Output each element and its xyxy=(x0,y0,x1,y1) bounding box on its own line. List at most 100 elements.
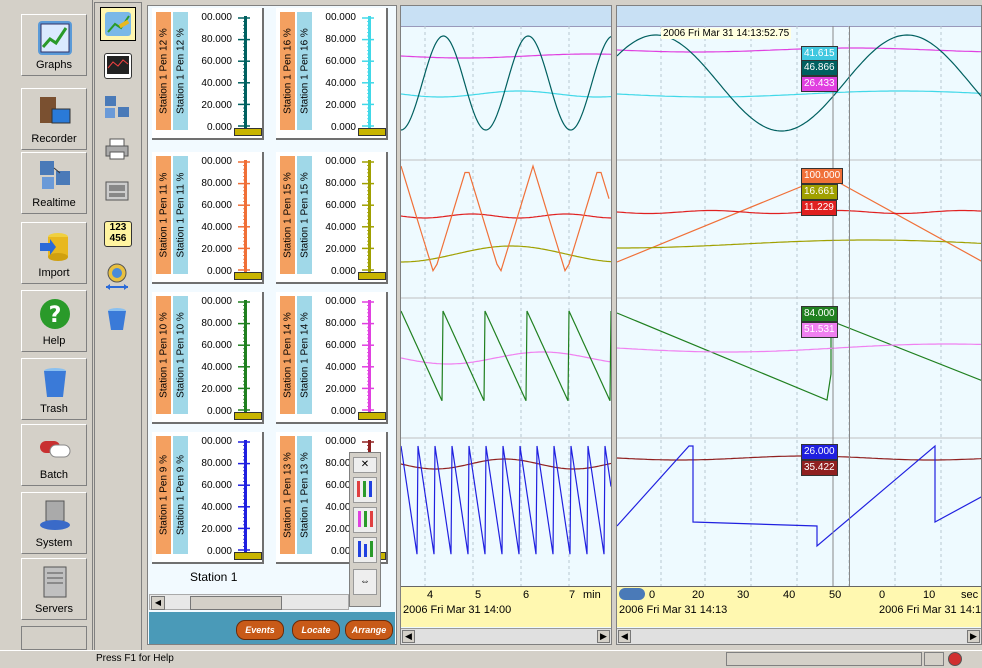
series-line-pen-11-triangle xyxy=(401,163,610,273)
nav-batch-button[interactable]: Batch xyxy=(21,424,87,486)
meter-scale-value: 60.000 xyxy=(201,56,232,67)
graph-horizontal-scrollbar-seconds[interactable]: ◀ ▶ xyxy=(617,628,981,644)
nav-system-button[interactable]: System xyxy=(21,492,87,554)
graph-plot-area-seconds[interactable] xyxy=(617,26,982,586)
meter-slider-icon[interactable] xyxy=(234,272,262,280)
meter-slider-icon[interactable] xyxy=(234,412,262,420)
main-navigation: Graphs Recorder Realtime Import ? Help T… xyxy=(0,0,93,652)
meter-slider-icon[interactable] xyxy=(358,412,386,420)
trash-icon xyxy=(38,365,72,399)
meter-scale-value: 40.000 xyxy=(325,78,356,89)
scroll-right-arrow-icon[interactable]: ▶ xyxy=(597,630,610,643)
globe-tool-icon xyxy=(104,263,130,290)
graph-panel-minutes[interactable]: 4 5 6 7 min 2006 Fri Mar 31 14:00 ◀ ▶ xyxy=(400,5,612,645)
meter-scale-value: 80.000 xyxy=(201,34,232,45)
close-icon[interactable]: ✕ xyxy=(353,457,377,473)
meter-widget[interactable]: Station 1 Pen 12 % Station 1 Pen 12 % 00.0… xyxy=(152,8,264,140)
meter-slider-icon[interactable] xyxy=(234,552,262,560)
time-date-label: 2006 Fri Mar 31 14:13 xyxy=(619,604,728,616)
network-tool-button[interactable] xyxy=(100,91,136,125)
layout-stacked-icon[interactable] xyxy=(353,537,377,563)
meter-scale-value: 20.000 xyxy=(201,524,232,535)
keyboard-tool-button[interactable] xyxy=(100,175,136,209)
meter-bar xyxy=(244,16,247,128)
layout-grid-icon[interactable] xyxy=(353,477,377,503)
series-line-pen-13 xyxy=(617,455,981,461)
meter-scale-value: 40.000 xyxy=(201,502,232,513)
meter-slider-icon[interactable] xyxy=(358,128,386,136)
graph-panel-seconds[interactable]: 2006 Fri Mar 31 14:13:52.75 0 20 30 40 5… xyxy=(616,5,982,645)
nav-graphs-button[interactable]: Graphs xyxy=(21,14,87,76)
zoom-icon[interactable] xyxy=(619,588,645,600)
time-date-label: 2006 Fri Mar 31 14:1 xyxy=(879,604,982,616)
nav-recorder-label: Recorder xyxy=(31,133,77,145)
meter-scale-value: 00.000 xyxy=(201,12,232,23)
scroll-left-arrow-icon[interactable]: ◀ xyxy=(402,630,415,643)
expand-icon[interactable]: ⇔ xyxy=(353,569,377,595)
meter-bar xyxy=(368,16,371,128)
meter-scale-value: 40.000 xyxy=(325,222,356,233)
meter-widget[interactable]: Station 1 Pen 10 % Station 1 Pen 10 % 00.0… xyxy=(152,292,264,424)
numeric-tool-button[interactable]: 123 456 xyxy=(100,217,136,251)
meter-bar xyxy=(244,160,247,272)
nav-trash-label: Trash xyxy=(40,403,68,415)
trash-tool-button[interactable] xyxy=(100,303,136,337)
graph-horizontal-scrollbar-minutes[interactable]: ◀ ▶ xyxy=(401,628,611,644)
meter-slider-icon[interactable] xyxy=(234,128,262,136)
meter-scale-value: 60.000 xyxy=(325,480,356,491)
status-pane xyxy=(924,652,944,666)
meter-strip: Station 1 Pen 10 % xyxy=(156,296,171,414)
batch-icon xyxy=(38,431,72,465)
cursor-value-label: 100.000 xyxy=(801,168,844,184)
nav-servers-button[interactable]: Servers xyxy=(21,558,87,620)
scroll-left-arrow-icon[interactable]: ◀ xyxy=(618,630,631,643)
scroll-thumb[interactable] xyxy=(190,596,282,610)
locate-button[interactable]: Locate xyxy=(292,620,340,640)
globe-tool-button[interactable] xyxy=(100,259,136,293)
nav-realtime-button[interactable]: Realtime xyxy=(21,152,87,214)
series-line-pen-15 xyxy=(401,245,611,263)
nav-trash-button[interactable]: Trash xyxy=(21,358,87,420)
meter-widget[interactable]: Station 1 Pen 15 % Station 1 Pen 15 % 00.0… xyxy=(276,152,388,284)
meter-scale-value: 0.000 xyxy=(330,122,356,133)
meter-scale-value: 0.000 xyxy=(206,406,232,417)
nav-help-button[interactable]: ? Help xyxy=(21,290,87,352)
series-line-pen-12 xyxy=(401,35,611,131)
meter-tool-button[interactable] xyxy=(100,7,136,41)
meter-strip: Station 1 Pen 13 % xyxy=(280,436,295,554)
nav-servers-label: Servers xyxy=(35,603,73,615)
print-tool-button[interactable] xyxy=(100,133,136,167)
series-line-pen-9 xyxy=(617,444,981,548)
meter-pen-label: Station 1 Pen 10 % xyxy=(175,312,186,398)
alarm-clock-icon[interactable] xyxy=(948,652,962,666)
meter-strip: Station 1 Pen 9 % xyxy=(156,436,171,554)
meter-widget[interactable]: Station 1 Pen 11 % Station 1 Pen 11 % 00.0… xyxy=(152,152,264,284)
meters-horizontal-scrollbar[interactable]: ◀ xyxy=(149,594,349,610)
meter-pen-label: Station 1 Pen 13 % xyxy=(299,452,310,538)
scroll-left-arrow-icon[interactable]: ◀ xyxy=(151,596,165,610)
meter-pen-label: Station 1 Pen 11 % xyxy=(158,172,169,258)
graph-panel-title-bar xyxy=(617,6,981,27)
chart-tool-button[interactable] xyxy=(100,49,136,83)
nav-import-button[interactable]: Import xyxy=(21,222,87,284)
series-line-pen-11 xyxy=(617,209,981,215)
cursor-value-label: 26.000 xyxy=(801,444,838,460)
nav-recorder-button[interactable]: Recorder xyxy=(21,88,87,150)
arrange-button[interactable]: Arrange xyxy=(345,620,393,640)
cursor-line[interactable] xyxy=(849,26,850,586)
meter-widget[interactable]: Station 1 Pen 9 % Station 1 Pen 9 % 00.000… xyxy=(152,432,264,564)
meter-widget[interactable]: Station 1 Pen 16 % Station 1 Pen 16 % 00.0… xyxy=(276,8,388,140)
meter-widget[interactable]: Station 1 Pen 14 % Station 1 Pen 14 % 00.0… xyxy=(276,292,388,424)
meter-scale-value: 20.000 xyxy=(325,100,356,111)
meter-pen-label: Station 1 Pen 15 % xyxy=(299,172,310,258)
meter-scale-value: 60.000 xyxy=(201,200,232,211)
layout-columns-icon[interactable] xyxy=(353,507,377,533)
graph-plot-area-minutes[interactable] xyxy=(401,26,611,586)
meter-bar xyxy=(368,300,371,412)
meter-bar xyxy=(244,300,247,412)
nav-system-label: System xyxy=(35,537,73,549)
events-button[interactable]: Events xyxy=(236,620,284,640)
meter-slider-icon[interactable] xyxy=(358,272,386,280)
series-line-pen-14 xyxy=(617,90,981,98)
scroll-right-arrow-icon[interactable]: ▶ xyxy=(967,630,980,643)
